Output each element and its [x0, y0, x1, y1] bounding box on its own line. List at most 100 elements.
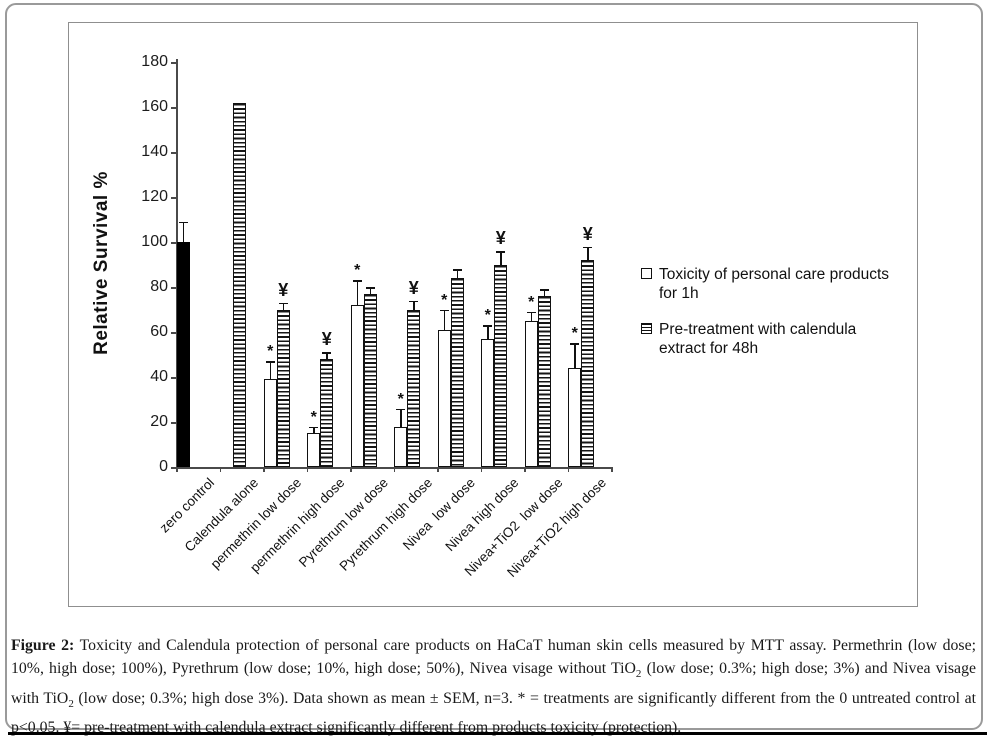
- white-bar: [481, 338, 495, 467]
- error-bar-cap: [583, 246, 593, 248]
- error-bar-line: [456, 269, 458, 278]
- error-bar-cap: [278, 302, 288, 305]
- legend-label: Pre-treatment with calendula extract for…: [659, 321, 857, 357]
- error-bar-cap: [439, 309, 449, 311]
- figure-caption: Figure 2: Toxicity and Calendula protect…: [11, 634, 976, 740]
- x-tick: [263, 467, 265, 472]
- chart-box: Relative Survival % Toxicity of personal…: [68, 22, 918, 607]
- error-bar-line: [530, 311, 532, 321]
- figure-caption-text: Toxicity and Calendula protection of per…: [11, 636, 977, 737]
- error-bar-line: [182, 221, 184, 242]
- yen-significance-marker: ¥: [408, 277, 419, 298]
- striped-bar: [320, 359, 334, 467]
- y-tick-label: 100: [141, 233, 168, 250]
- error-bar-line: [487, 325, 489, 339]
- y-tick: [171, 107, 176, 109]
- y-tick: [171, 377, 176, 379]
- white-bar: [350, 305, 364, 467]
- striped-square-legend-icon: [641, 323, 652, 334]
- white-bar: [394, 426, 408, 467]
- legend-entry-pretreatment: Pre-treatment with calendula extract for…: [641, 320, 891, 358]
- bottom-divider: [8, 732, 987, 735]
- y-tick: [171, 197, 176, 199]
- error-bar-line: [369, 287, 371, 294]
- error-bar-cap: [483, 325, 493, 327]
- error-bar-line: [282, 302, 284, 310]
- error-bar-line: [500, 251, 502, 265]
- asterisk-significance-marker: *: [397, 390, 404, 408]
- y-tick-label: 60: [150, 323, 168, 340]
- error-bar-line: [413, 300, 415, 310]
- y-tick: [171, 152, 176, 154]
- legend-label: Toxicity of personal care products for 1…: [659, 266, 890, 302]
- asterisk-significance-marker: *: [571, 325, 578, 343]
- yen-significance-marker: ¥: [495, 228, 506, 248]
- legend-entry-toxicity: Toxicity of personal care products for 1…: [641, 265, 891, 303]
- yen-significance-marker: ¥: [278, 279, 289, 300]
- error-bar-line: [574, 343, 576, 368]
- asterisk-significance-marker: *: [310, 408, 317, 426]
- x-tick: [393, 467, 395, 472]
- white-square-legend-icon: [641, 268, 652, 279]
- y-tick-label: 120: [141, 188, 168, 205]
- striped-bar: [407, 309, 421, 467]
- y-tick: [171, 467, 176, 469]
- error-bar-line: [443, 309, 445, 330]
- black-bar: [176, 242, 190, 467]
- error-bar-line: [400, 408, 402, 427]
- error-bar-cap: [452, 269, 462, 271]
- y-tick: [171, 287, 176, 289]
- error-bar-cap: [539, 289, 549, 291]
- error-bar-cap: [526, 311, 536, 314]
- striped-bar: [581, 260, 595, 467]
- y-tick-label: 0: [159, 458, 168, 475]
- error-bar-cap: [352, 280, 362, 282]
- x-tick: [306, 467, 308, 472]
- y-tick: [171, 332, 176, 334]
- y-tick-label: 80: [150, 278, 168, 295]
- figure-caption-label: Figure 2:: [11, 636, 75, 654]
- striped-bar: [450, 278, 464, 467]
- x-tick: [176, 467, 178, 472]
- striped-bar: [276, 309, 290, 467]
- error-bar-line: [313, 426, 315, 434]
- y-tick: [171, 422, 176, 424]
- error-bar-cap: [322, 352, 332, 354]
- y-tick: [171, 62, 176, 64]
- x-tick: [219, 467, 221, 472]
- y-tick-label: 140: [141, 143, 168, 160]
- y-tick-label: 160: [141, 98, 168, 115]
- x-tick: [524, 467, 526, 472]
- error-bar-cap: [396, 408, 406, 410]
- striped-bar: [363, 293, 377, 467]
- asterisk-significance-marker: *: [354, 262, 361, 280]
- white-bar: [568, 368, 582, 467]
- y-axis-title: Relative Survival %: [91, 171, 112, 355]
- error-bar-cap: [178, 221, 188, 224]
- error-bar-cap: [409, 300, 419, 302]
- error-bar-line: [269, 361, 271, 380]
- white-bar: [263, 379, 277, 467]
- x-tick: [567, 467, 569, 472]
- error-bar-cap: [265, 361, 275, 363]
- x-tick: [480, 467, 482, 472]
- yen-significance-marker: ¥: [582, 223, 593, 244]
- striped-bar: [494, 264, 508, 467]
- y-tick: [171, 242, 176, 244]
- error-bar-cap: [496, 251, 506, 253]
- x-tick: [350, 467, 352, 472]
- striped-bar: [233, 102, 247, 467]
- yen-significance-marker: ¥: [321, 329, 332, 350]
- y-tick-label: 40: [150, 368, 168, 385]
- asterisk-significance-marker: *: [441, 291, 448, 309]
- error-bar-cap: [365, 287, 375, 289]
- legend: Toxicity of personal care products for 1…: [641, 265, 891, 375]
- error-bar-line: [326, 352, 328, 359]
- error-bar-cap: [309, 426, 319, 428]
- error-bar-line: [587, 246, 589, 260]
- asterisk-significance-marker: *: [528, 293, 535, 311]
- x-tick: [611, 467, 613, 472]
- asterisk-significance-marker: *: [484, 307, 491, 325]
- asterisk-significance-marker: *: [267, 343, 274, 361]
